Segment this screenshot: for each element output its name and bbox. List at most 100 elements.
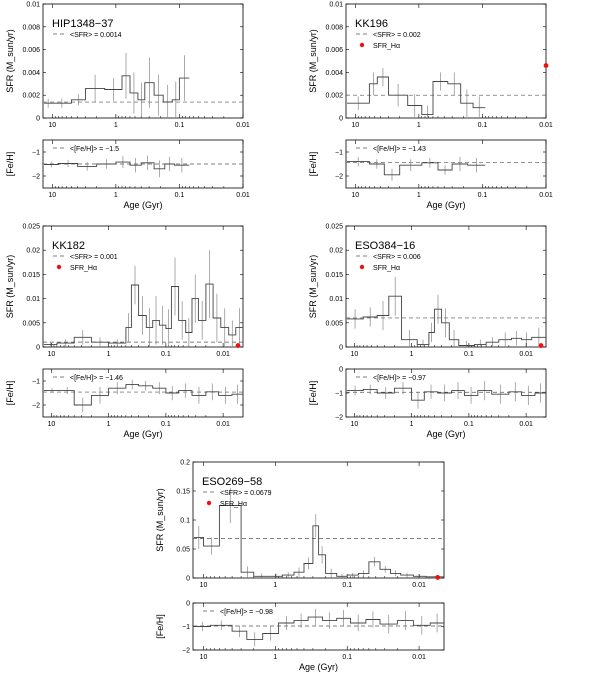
x-tick-label: 1	[273, 654, 277, 661]
y-tick-label: 0	[36, 345, 40, 352]
y-tick-label: 0.1	[180, 518, 190, 525]
x-tick-label: 1	[410, 421, 414, 428]
x-tick-label: 1	[417, 192, 421, 199]
y-axis-label: [Fe/H]	[5, 152, 15, 177]
y-tick-label: −2	[32, 174, 40, 181]
legend-halpha-label: SFR_Hα	[373, 43, 400, 50]
x-tick-label: 0.1	[478, 192, 488, 199]
legend-mean-label: <[Fe/H]> = −0.98	[220, 609, 273, 616]
y-tick-label: −2	[335, 174, 343, 181]
legend-mean-label: <SFR> = 0.006	[373, 254, 421, 261]
x-tick-label: 10	[47, 351, 55, 358]
panel-feh-KK196: −2 −1 10 1 0.1 0.01 [Fe/H] <[Fe/H]> = −1.43 Age …	[308, 139, 553, 210]
y-tick-label: 0.01	[26, 296, 40, 303]
legend-mean-label: <SFR> = 0.0679	[220, 490, 272, 497]
y-tick-label: −2	[182, 648, 190, 655]
y-tick-label: 0.006	[22, 47, 40, 54]
y-tick-label: 0	[186, 601, 190, 608]
x-axis-label: Age (Gyr)	[426, 429, 465, 439]
panel-feh-KK182: −2 −1 10 1 0.1 0.01 [Fe/H] <[Fe/H]> = −1.46 Age …	[5, 368, 244, 439]
legend-mean-label: <[Fe/H]> = −0.97	[373, 375, 426, 382]
x-tick-label: 1	[410, 351, 414, 358]
y-tick-label: 0.02	[329, 248, 343, 255]
y-tick-label: 0.025	[325, 224, 343, 231]
legend-mean-label: <SFR> = 0.001	[70, 254, 118, 261]
x-tick-label: 10	[350, 421, 358, 428]
panel-feh-HIP1348-37: −2 −1 10 1 0.1 0.01 [Fe/H] <[Fe/H]> = −1.5 Age (…	[5, 139, 250, 210]
x-tick-label: 1	[273, 582, 277, 589]
y-axis-label: SFR (M_sun/yr)	[155, 488, 165, 552]
y-tick-label: 0.02	[26, 248, 40, 255]
x-tick-label: 0.1	[464, 351, 474, 358]
y-axis-label: [Fe/H]	[308, 381, 318, 406]
panel-sfr-ESO269-58: 0 0.05 0.1 0.15 0.2 10 1 0.1 0.01 SFR (M_sun/yr) E…	[155, 460, 445, 589]
y-tick-label: 0.01	[329, 2, 343, 9]
y-axis-label: [Fe/H]	[155, 614, 165, 639]
panel-sfr-ESO384-16: 0 0.005 0.01 0.015 0.02 0.025 10 1 0.1 0.01 SFR (M…	[308, 224, 547, 358]
halpha-point	[543, 63, 549, 68]
y-tick-label: −1	[335, 391, 343, 398]
legend-halpha-label: SFR_Hα	[220, 501, 247, 508]
galaxy-title: KK196	[355, 18, 388, 30]
galaxy-title: ESO269−58	[202, 476, 262, 488]
y-tick-label: 0.01	[26, 2, 40, 9]
x-axis-label: Age (Gyr)	[299, 662, 338, 672]
x-tick-label: 1	[417, 122, 421, 129]
x-tick-label: 0.1	[342, 654, 352, 661]
galaxy-title: HIP1348−37	[52, 18, 113, 30]
sfh-step-line	[194, 505, 444, 578]
axes-frame	[345, 225, 547, 348]
legend-halpha-swatch	[359, 264, 365, 270]
y-tick-label: −1	[335, 150, 343, 157]
x-tick-label: 0.01	[216, 351, 230, 358]
x-tick-label: 0.01	[539, 122, 553, 129]
axes-frame	[42, 225, 244, 348]
sfh-step-line	[194, 616, 444, 640]
legend-mean-label: <SFR> = 0.0014	[70, 32, 122, 39]
y-tick-label: 0.008	[325, 24, 343, 31]
x-tick-label: 10	[200, 582, 208, 589]
galaxy-title: ESO384−16	[355, 240, 415, 252]
x-tick-label: 0.1	[342, 582, 352, 589]
axes-frame	[42, 3, 244, 119]
y-tick-label: 0.2	[180, 460, 190, 467]
x-tick-label: 0.01	[539, 192, 553, 199]
legend-halpha-label: SFR_Hα	[373, 265, 400, 272]
panel-feh-ESO269-58: −2 −1 0 10 1 0.1 0.01 [Fe/H] <[Fe/H]> = −0.98 Age…	[155, 601, 445, 672]
halpha-point	[538, 343, 544, 348]
y-tick-label: 0.15	[176, 489, 190, 496]
y-tick-label: −1	[32, 379, 40, 386]
x-tick-label: 0.01	[236, 192, 250, 199]
axes-frame	[345, 139, 547, 189]
y-tick-label: 0	[36, 116, 40, 123]
x-tick-label: 1	[107, 421, 111, 428]
x-tick-label: 0.1	[175, 122, 185, 129]
x-tick-label: 1	[114, 192, 118, 199]
y-tick-label: 0.002	[22, 93, 40, 100]
y-axis-label: SFR (M_sun/yr)	[5, 255, 15, 319]
x-tick-label: 10	[200, 654, 208, 661]
sfh-step-line	[44, 161, 190, 170]
legend-mean-label: <[Fe/H]> = −1.46	[70, 375, 123, 382]
y-axis-label: SFR (M_sun/yr)	[308, 29, 318, 93]
y-axis-label: [Fe/H]	[5, 381, 15, 406]
galaxy-title: KK182	[52, 240, 85, 252]
panel-sfr-HIP1348-37: 0 0.002 0.004 0.006 0.008 0.01 10 1 0.1 0.01 SFR (…	[5, 2, 250, 130]
y-tick-label: 0.005	[325, 320, 343, 327]
x-tick-label: 0.01	[236, 122, 250, 129]
x-tick-label: 0.1	[161, 351, 171, 358]
x-tick-label: 1	[114, 122, 118, 129]
y-tick-label: 0.025	[22, 224, 40, 231]
y-tick-label: 0.01	[329, 296, 343, 303]
y-tick-label: 0.004	[325, 70, 343, 77]
x-axis-label: Age (Gyr)	[123, 429, 162, 439]
legend-halpha-swatch	[359, 42, 365, 48]
x-axis-label: Age (Gyr)	[123, 200, 162, 210]
sfh-step-line	[43, 283, 243, 346]
x-tick-label: 0.01	[412, 582, 426, 589]
halpha-point	[435, 575, 441, 580]
x-tick-label: 0.1	[175, 192, 185, 199]
y-tick-label: −2	[335, 415, 343, 422]
x-tick-label: 0.1	[161, 421, 171, 428]
